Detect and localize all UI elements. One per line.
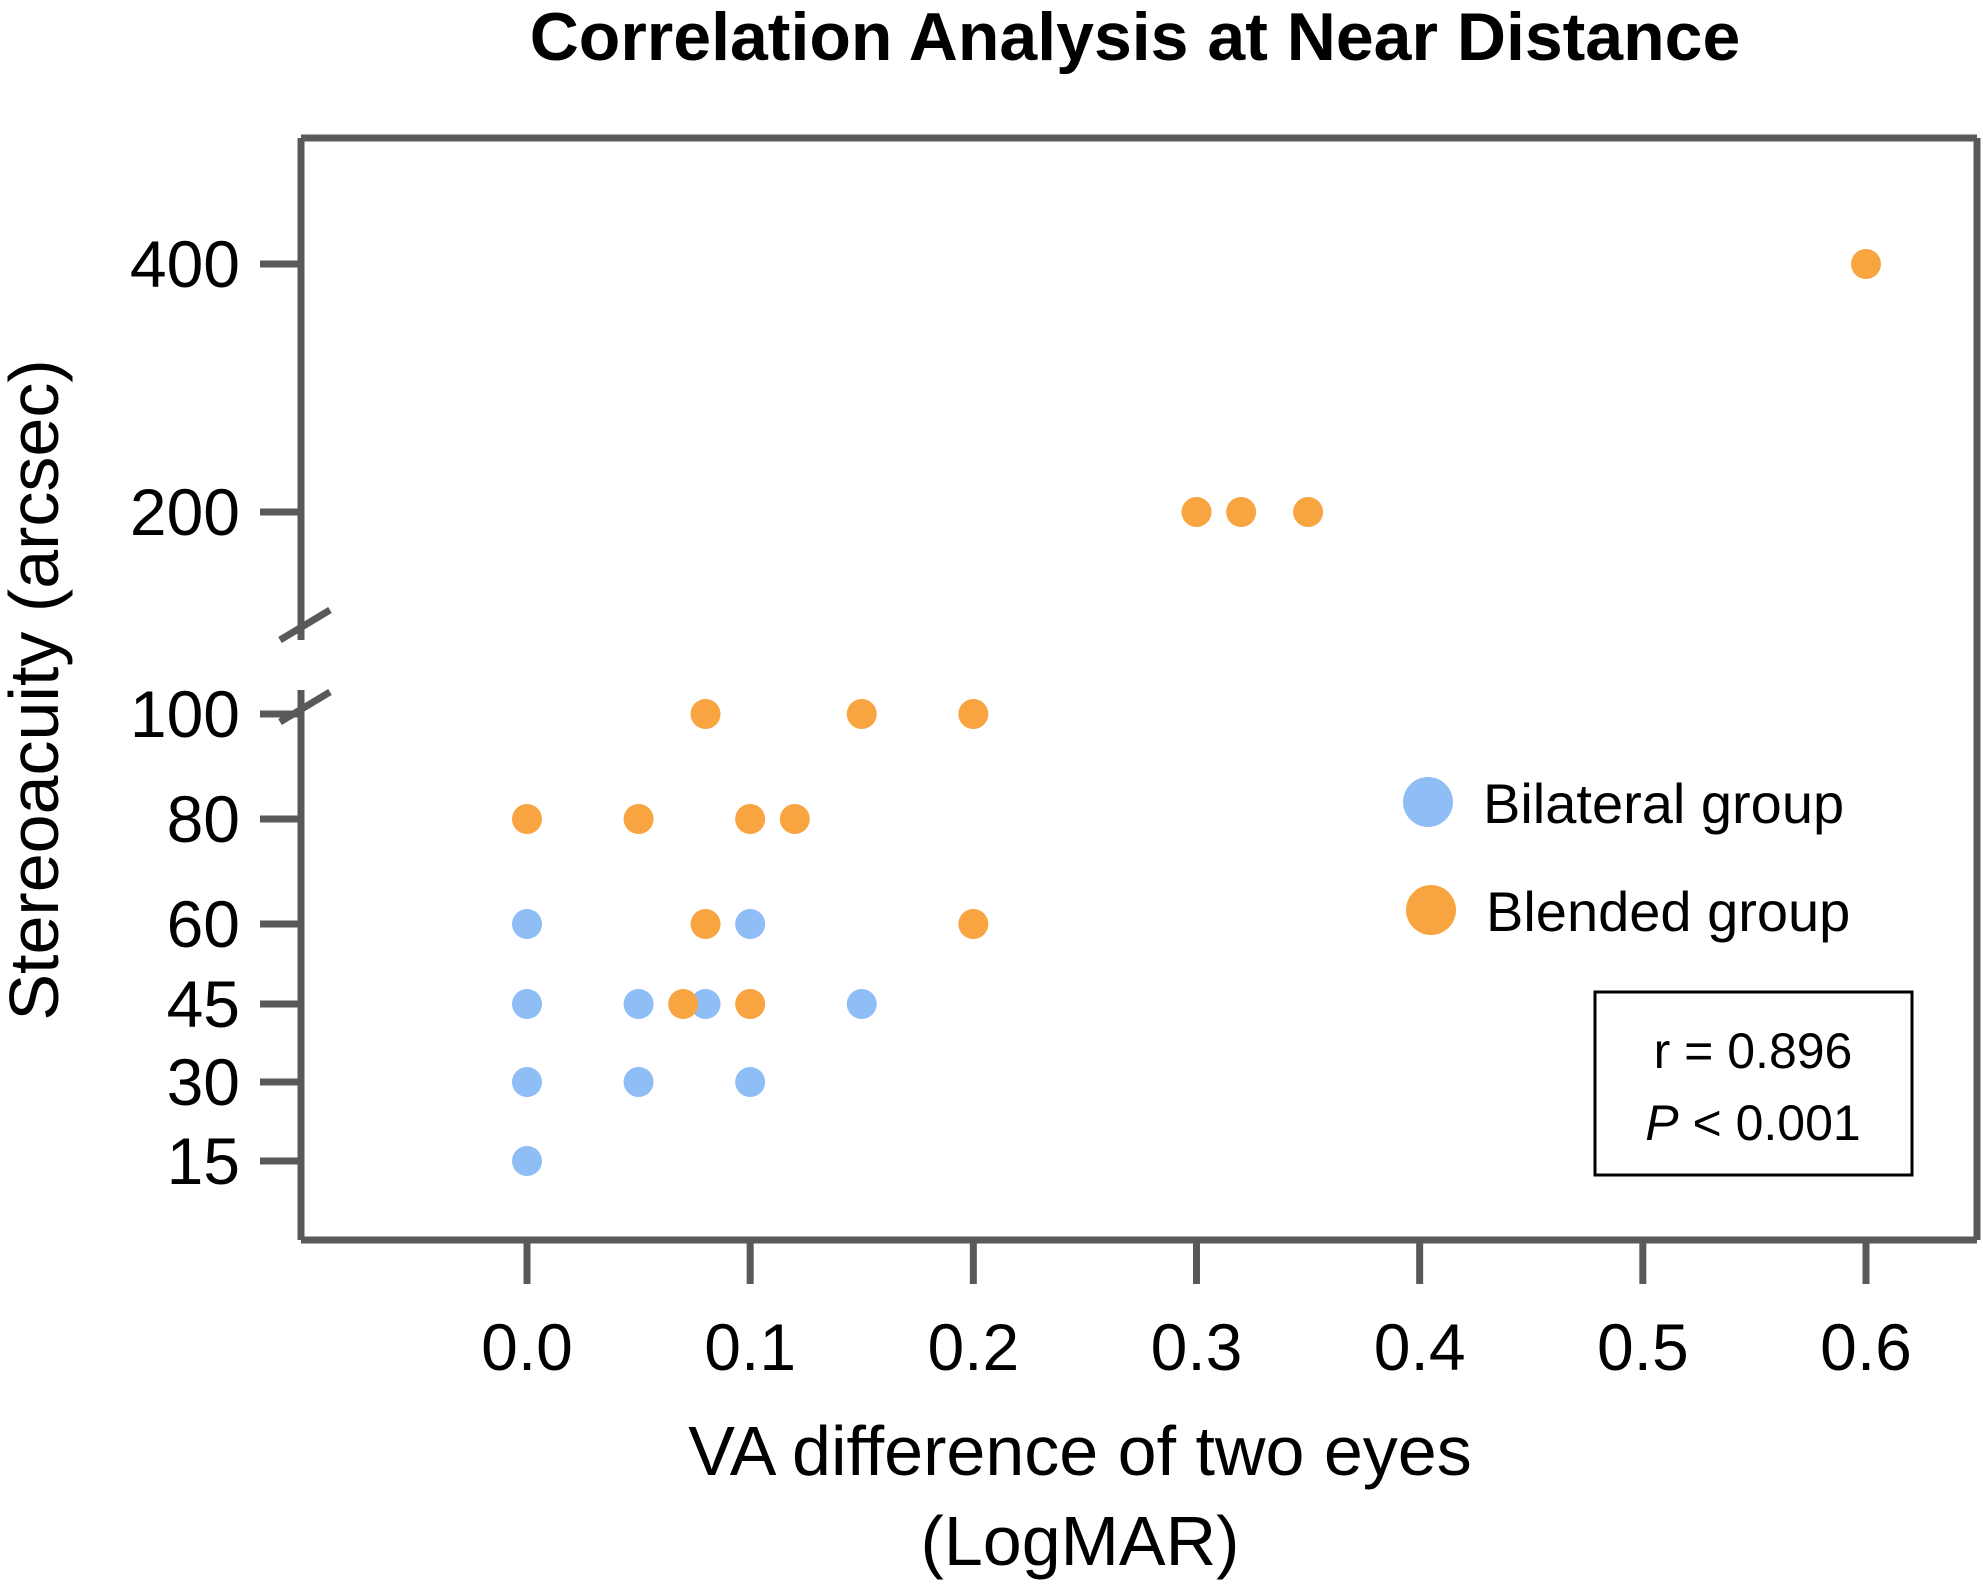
y-tick-label: 60: [167, 887, 240, 961]
bilateral-point: [623, 1067, 654, 1097]
blended-point: [512, 804, 542, 834]
blended-point: [690, 909, 721, 939]
y-tick-label: 30: [167, 1045, 240, 1119]
x-tick-label: 0.5: [1597, 1310, 1689, 1384]
legend-marker-bilateral: [1403, 777, 1453, 827]
y-tick-label: 15: [167, 1124, 240, 1198]
y-tick-label: 45: [167, 967, 240, 1041]
bilateral-point: [623, 989, 654, 1019]
y-axis-label: Stereoacuity (arcsec): [0, 359, 73, 1020]
legend-label-bilateral: Bilateral group: [1483, 772, 1844, 835]
chart-title: Correlation Analysis at Near Distance: [530, 0, 1741, 75]
bilateral-point: [735, 1067, 766, 1097]
data-points: [512, 249, 1881, 1176]
bilateral-point: [512, 909, 542, 939]
p-value: P < 0.001: [1645, 1095, 1860, 1151]
y-tick-label: 200: [130, 475, 240, 549]
x-axis-ticks: 0.0 0.1 0.2 0.3 0.4 0.5 0.6: [481, 1240, 1912, 1384]
x-tick-label: 0.6: [1820, 1310, 1912, 1384]
x-tick-label: 0.0: [481, 1310, 573, 1384]
y-tick-label: 80: [167, 782, 240, 856]
legend-marker-blended: [1406, 885, 1456, 935]
bilateral-point: [735, 909, 766, 939]
x-axis-label: VA difference of two eyes: [688, 1412, 1471, 1490]
correlation-coefficient: r = 0.896: [1654, 1023, 1853, 1079]
axis-break-mark-upper: [278, 606, 332, 644]
blended-point: [1851, 249, 1881, 279]
y-tick-label: 100: [130, 677, 240, 751]
bilateral-point: [846, 989, 877, 1019]
x-tick-label: 0.3: [1151, 1310, 1243, 1384]
bilateral-point: [690, 989, 721, 1019]
legend: Bilateral group Blended group: [1403, 772, 1850, 943]
plot-frame: [278, 134, 1981, 1244]
x-tick-label: 0.1: [704, 1310, 796, 1384]
blended-point: [735, 804, 766, 834]
p-value-text: < 0.001: [1679, 1095, 1861, 1151]
bilateral-point: [512, 989, 542, 1019]
blended-point: [623, 804, 654, 834]
y-tick-label: 400: [130, 227, 240, 301]
blended-point: [690, 699, 721, 729]
x-axis-label-unit: (LogMAR): [921, 1502, 1240, 1580]
bilateral-point: [512, 1146, 542, 1176]
legend-label-blended: Blended group: [1486, 880, 1850, 943]
blended-point: [779, 804, 810, 834]
blended-point: [1226, 497, 1257, 527]
stats-box: r = 0.896 P < 0.001: [1593, 990, 1914, 1177]
x-tick-label: 0.2: [927, 1310, 1019, 1384]
blended-point: [958, 699, 989, 729]
p-value-symbol: P: [1645, 1095, 1679, 1151]
stats-box-border: [1593, 990, 1914, 1177]
blended-point: [1181, 497, 1212, 527]
blended-point: [958, 909, 989, 939]
blended-point: [846, 699, 877, 729]
blended-point: [735, 989, 766, 1019]
blended-point: [668, 989, 699, 1019]
bilateral-point: [512, 1067, 542, 1097]
x-tick-label: 0.4: [1374, 1310, 1466, 1384]
blended-point: [1293, 497, 1324, 527]
